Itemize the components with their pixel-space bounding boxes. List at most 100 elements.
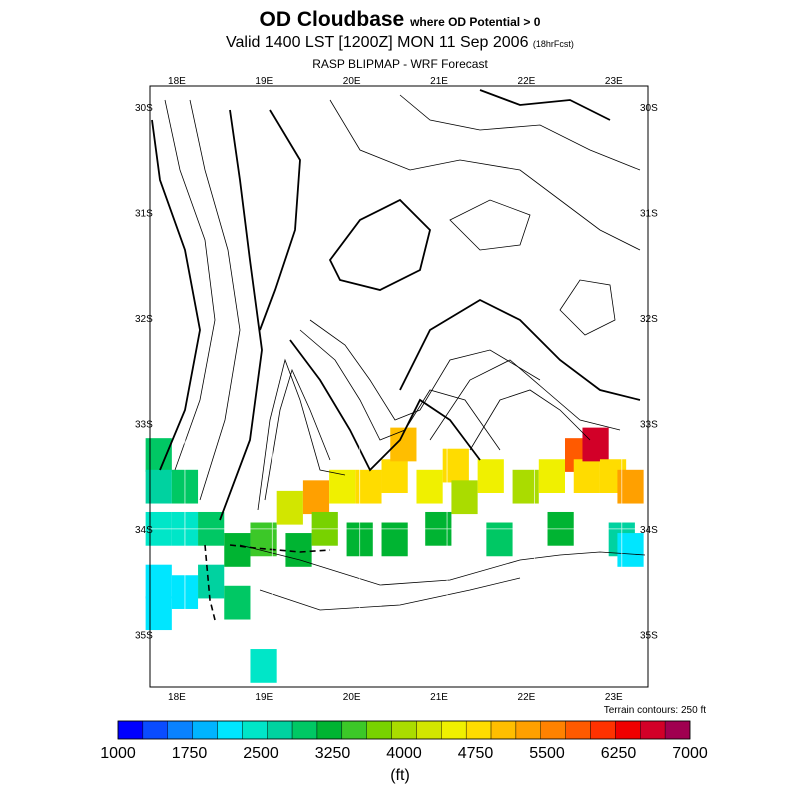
cloudbase-cell: 4700 ft [355,469,382,504]
colorbar-tick-label: 7000 [672,745,708,762]
lon-label-bottom: 18E [168,692,186,703]
terrain-contour-line [219,109,263,521]
chart-title-main: OD Cloudbase [259,8,405,31]
lon-label-top: 23E [605,76,623,87]
cloudbase-cell: 5200 ft [617,469,644,504]
colorbar-swatch [167,720,193,740]
terrain-contour-line [259,577,521,611]
colorbar-swatch [142,720,168,740]
lon-label-bottom: 20E [343,692,361,703]
colorbar-swatch [291,720,318,740]
lat-label-left: 35S [135,630,153,641]
colorbar-tick-label: 4000 [386,745,422,762]
colorbar-swatch [565,720,591,740]
colorbar-swatch [366,720,392,740]
colorbar-swatch [242,720,268,740]
lat-label-left: 32S [135,314,153,325]
cloudbase-cell: 3200 ft [381,522,408,557]
cloudbase-cell: 4000 ft [451,480,478,515]
colorbar-swatch [267,720,293,740]
colorbar-swatch [590,720,616,740]
terrain-contour-line [257,358,346,511]
colorbar-units: (ft) [390,767,410,784]
cloudbase-cell: 3000 ft [486,522,513,557]
lat-label-right: 35S [640,630,658,641]
colorbar-swatch [217,720,243,740]
colorbar-swatch [316,720,343,740]
cloudbase-cell: 3300 ft [285,533,312,567]
forecast-hour: (18hrFcst) [532,39,574,49]
lon-label-top: 21E [430,76,448,87]
colorbar-swatch [490,720,517,740]
cloudbase-cell: 2500 ft [250,649,277,683]
terrain-contour-line [479,89,611,121]
colorbar-swatch [615,720,641,740]
cloudbase-cell: 2200 ft [617,533,644,567]
colorbar-tick-label: 5500 [529,745,565,762]
terrain-contour-line [289,339,481,472]
cloudbase-cell: 4600 ft [538,459,565,493]
cloudbase-cell: 4500 ft [329,469,356,504]
lat-label-left: 34S [135,525,153,536]
terrain-contour-line [164,99,216,471]
terrain-contour-line [309,319,541,421]
colorbar-swatch [664,720,691,740]
lon-label-bottom: 21E [430,692,448,703]
coastline-dashed [204,544,216,621]
cloudbase-cell: 4700 ft [442,448,469,483]
terrain-contour-line [449,199,531,251]
terrain-contour-line [559,279,616,336]
colorbar-swatch [117,720,144,740]
cloudbase-cell: 2900 ft [224,585,251,620]
colorbar-frame [117,720,691,740]
lat-label-right: 33S [640,419,658,430]
colorbar-tick-label: 2500 [243,745,279,762]
terrain-contour-line [328,198,431,291]
terrain-contour-line [469,389,591,451]
colorbar-swatch [416,720,442,740]
valid-time: Valid 1400 LST [1200Z] MON 11 Sep 2006 (… [0,34,800,52]
colorbar-swatch [341,720,367,740]
cloudbase-cell: 6700 ft [582,427,609,462]
lon-label-bottom: 19E [255,692,273,703]
chart-title-qualifier: where OD Potential > 0 [410,15,541,29]
colorbar-swatch [441,720,467,740]
lat-label-right: 32S [640,314,658,325]
lon-label-bottom: 23E [605,692,623,703]
colorbar [117,720,691,740]
colorbar-tick-label: 6250 [600,745,637,762]
cloudbase-cell: 3300 ft [224,533,251,567]
cloudbase-cell: 2800 ft [198,564,225,599]
terrain-contour-line [299,329,501,451]
colorbar-swatch [465,720,492,740]
model-name: RASP BLIPMAP - WRF Forecast [312,57,488,71]
lon-label-bottom: 22E [518,692,536,703]
cloudbase-cell: 5300 ft [302,480,330,515]
cloudbase-cell: 4500 ft [416,469,443,504]
lat-label-right: 31S [640,209,658,220]
terrain-contour-line [239,544,646,586]
colorbar-tick-label: 4750 [457,745,494,762]
terrain-contour-note: Terrain contours: 250 ft [603,705,706,716]
map-frame [149,85,649,688]
valid-time-text: Valid 1400 LST [1200Z] MON 11 Sep 2006 [226,34,529,51]
terrain-contour-line [399,298,641,401]
terrain-contour-line [264,368,331,501]
lon-label-top: 19E [255,76,273,87]
cloudbase-cell: 4300 ft [276,490,303,525]
graticule [150,423,648,635]
colorbar-swatch [515,720,541,740]
lat-label-right: 34S [640,525,658,536]
lat-label-left: 31S [135,209,153,220]
lat-label-left: 33S [135,419,153,430]
lat-label-left: 30S [135,103,153,114]
terrain-contour-line [151,119,201,471]
cloudbase-cell: 4800 ft [381,459,408,493]
colorbar-swatch [391,720,417,740]
colorbar-tick-label: 3250 [314,745,351,762]
colorbar-swatch [192,720,218,740]
cloudbase-field: 2900 ft2800 ft2500 ft2300 ft2200 ft2900 … [145,427,644,683]
chart-title: OD Cloudbase where OD Potential > 0 [0,8,800,32]
terrain-contour-line [259,109,301,331]
